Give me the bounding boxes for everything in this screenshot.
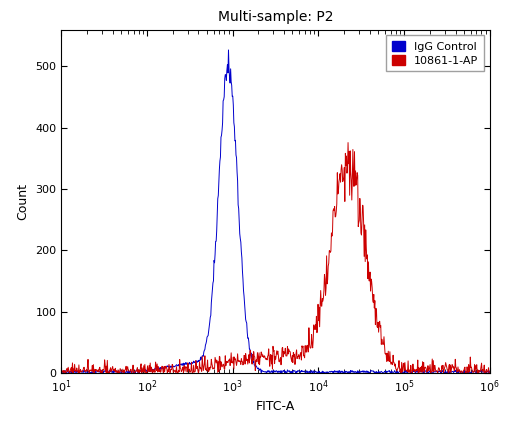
Line: IgG Control: IgG Control — [61, 50, 489, 373]
IgG Control — [84, 371, 91, 376]
IgG Control — [427, 369, 433, 374]
IgG Control — [331, 368, 337, 373]
10861-1-AP — [486, 370, 492, 375]
IgG Control — [58, 370, 64, 375]
Title: Multi-sample: P2: Multi-sample: P2 — [217, 10, 332, 24]
10861-1-AP — [331, 204, 337, 209]
10861-1-AP — [307, 346, 313, 351]
Y-axis label: Count: Count — [17, 183, 30, 220]
IgG Control — [486, 370, 492, 375]
X-axis label: FITC-A: FITC-A — [256, 400, 294, 413]
10861-1-AP — [75, 371, 81, 376]
10861-1-AP — [383, 351, 389, 356]
IgG Control — [383, 370, 389, 375]
IgG Control — [307, 369, 313, 374]
Legend: IgG Control, 10861-1-AP: IgG Control, 10861-1-AP — [386, 35, 483, 71]
10861-1-AP — [427, 370, 433, 375]
10861-1-AP — [318, 304, 324, 309]
Line: 10861-1-AP: 10861-1-AP — [61, 142, 489, 373]
10861-1-AP — [58, 368, 64, 373]
IgG Control — [318, 370, 324, 375]
10861-1-AP — [85, 357, 91, 362]
IgG Control — [225, 47, 231, 53]
10861-1-AP — [344, 140, 350, 145]
IgG Control — [482, 371, 488, 376]
